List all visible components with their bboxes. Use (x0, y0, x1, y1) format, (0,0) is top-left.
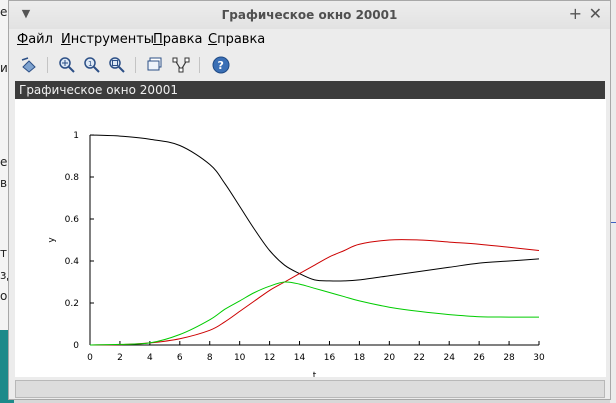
title-bar[interactable]: ▼ Графическое окно 20001 + ✕ (9, 1, 610, 29)
series-line-1 (89, 134, 540, 282)
toolbar-separator (135, 57, 136, 73)
x-axis-label: t (313, 371, 317, 377)
x-tick-label: 16 (324, 353, 336, 363)
menu-edit[interactable]: Правка (153, 32, 203, 47)
svg-text:1: 1 (88, 60, 92, 68)
x-tick-label: 12 (264, 353, 275, 363)
x-tick-label: 14 (294, 353, 306, 363)
x-tick-label: 28 (503, 353, 515, 363)
x-tick-label: 18 (354, 353, 366, 363)
y-axis-label: y (47, 237, 57, 243)
zoom-area-icon[interactable] (57, 55, 77, 75)
x-tick-label: 6 (177, 353, 183, 363)
toolbar: 1 ? (9, 51, 610, 79)
menu-bar: Файл Инструменты Правка Справка (9, 29, 610, 51)
x-tick-label: 22 (414, 353, 425, 363)
line-chart: 0 2 4 6 8 10 12 14 16 18 20 22 24 26 28 3000.20.40.60.8… (47, 131, 545, 381)
datatip-icon[interactable] (145, 55, 165, 75)
background-app-edge-right (610, 0, 616, 403)
x-tick-label: 2 (117, 353, 123, 363)
edit-curve-icon[interactable] (171, 55, 191, 75)
y-tick-label: 0 (73, 341, 79, 351)
close-icon[interactable]: ✕ (588, 4, 602, 23)
series-line-2 (89, 239, 540, 346)
figure-header: Графическое окно 20001 (15, 81, 605, 99)
x-tick-label: 8 (207, 353, 213, 363)
x-tick-label: 26 (473, 353, 485, 363)
toolbar-separator (199, 57, 200, 73)
maximize-icon[interactable]: + (568, 4, 582, 23)
x-tick-label: 0 (87, 353, 93, 363)
graphic-window: ▼ Графическое окно 20001 + ✕ Файл Инстру… (8, 0, 611, 400)
x-tick-label: 30 (533, 353, 545, 363)
menu-edit-rest: равка (162, 32, 203, 47)
menu-tools-rest: нструменты (70, 32, 155, 47)
menu-file[interactable]: Файл (17, 32, 53, 47)
menu-help-rest: правка (217, 32, 266, 47)
window-title: Графическое окно 20001 (221, 8, 398, 22)
rotate-icon[interactable] (19, 55, 39, 75)
status-bar (15, 380, 605, 398)
window-menu-icon[interactable]: ▼ (21, 7, 31, 20)
menu-help[interactable]: Справка (208, 32, 266, 47)
y-tick-label: 0.4 (65, 257, 80, 267)
y-tick-label: 0.2 (65, 299, 79, 309)
plot-canvas[interactable]: 0 2 4 6 8 10 12 14 16 18 20 22 24 26 28 30 0 0.2 0.4 0.6 0.8… (15, 99, 606, 381)
background-mark (610, 222, 616, 223)
x-tick-label: 24 (443, 353, 455, 363)
x-tick-label: 10 (234, 353, 246, 363)
help-icon[interactable]: ? (211, 55, 231, 75)
toolbar-separator (47, 57, 48, 73)
menu-tools[interactable]: Инструменты (61, 32, 155, 47)
y-tick-label: 0.6 (65, 215, 80, 225)
zoom-icon[interactable] (107, 55, 127, 75)
x-tick-label: 20 (384, 353, 396, 363)
series-line-3 (89, 281, 539, 346)
background-text: е (0, 5, 8, 19)
svg-text:?: ? (218, 59, 224, 72)
background-text: в (0, 176, 8, 190)
zoom-reset-icon[interactable]: 1 (82, 55, 102, 75)
y-tick-label: 1 (73, 131, 79, 141)
menu-file-rest: айл (28, 32, 53, 47)
y-tick-label: 0.8 (65, 173, 80, 183)
x-tick-label: 4 (147, 353, 153, 363)
